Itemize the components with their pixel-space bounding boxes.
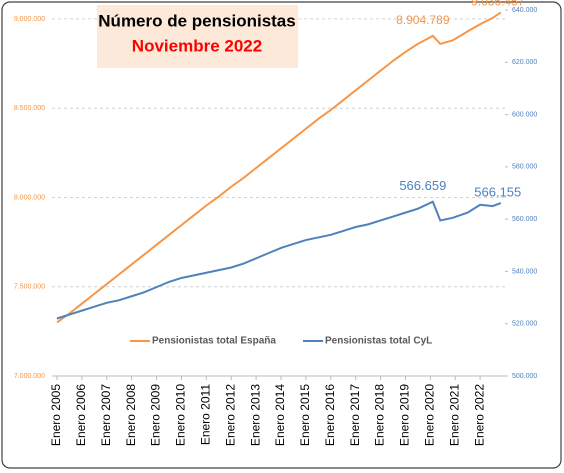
x-tick-label: Enero 2013: [248, 384, 262, 446]
series-line: [56, 11, 502, 324]
lines: [56, 11, 502, 324]
x-tick-label: Enero 2018: [373, 384, 387, 446]
y-tick-label: 8.500.000: [14, 105, 45, 112]
x-tick-label: Enero 2016: [323, 384, 337, 446]
y2-tick-label: 520.000: [512, 321, 537, 328]
x-tick-label: Enero 2005: [49, 384, 63, 446]
y2-tick-label: 560.000: [512, 216, 537, 223]
data-label: 566.659: [399, 178, 446, 193]
y-tick-label: 8.000.000: [14, 194, 45, 201]
data-label: 8.904.789: [396, 13, 450, 27]
y-tick-label: 7.500.000: [14, 284, 45, 291]
y-tick-label: 7.000.000: [14, 373, 45, 380]
x-tick-label: Enero 2022: [472, 384, 486, 446]
x-tick-label: Enero 2009: [149, 384, 163, 446]
y2-tick-label: 580.000: [512, 164, 537, 171]
y2-tick-label: 500.000: [512, 373, 537, 380]
x-tick-label: Enero 2010: [174, 384, 188, 446]
chart-subtitle: Noviembre 2022: [132, 36, 262, 55]
y-tick-label: 9.000.000: [14, 16, 45, 23]
title-box: [97, 5, 298, 68]
x-tick-label: Enero 2017: [348, 384, 362, 446]
y2-tick-label: 600.000: [512, 111, 537, 118]
x-tick-label: Enero 2008: [124, 384, 138, 446]
series-line: [56, 200, 502, 320]
x-tick-label: Enero 2014: [273, 384, 287, 446]
x-tick-label: Enero 2021: [447, 384, 461, 446]
y2-tick-label: 620.000: [512, 59, 537, 66]
legend-label: Pensionistas total España: [152, 336, 276, 347]
x-tick-label: Enero 2012: [223, 384, 237, 446]
x-tick-label: Enero 2011: [198, 384, 212, 445]
x-tick-label: Enero 2019: [398, 384, 412, 446]
chart-title: Número de pensionistas: [98, 11, 295, 30]
x-tick-label: Enero 2020: [423, 384, 437, 446]
legend-label: Pensionistas total CyL: [325, 336, 432, 347]
x-tick-label: Enero 2006: [74, 384, 88, 446]
legend-box: [125, 328, 470, 353]
x-tick-label: Enero 2015: [298, 384, 312, 446]
y2-tick-label: 640.000: [512, 7, 537, 14]
data-label: 9.036.457: [471, 0, 525, 9]
data-label: 566.155: [474, 184, 521, 199]
y2-tick-label: 540.000: [512, 268, 537, 275]
x-tick-label: Enero 2007: [99, 384, 113, 446]
